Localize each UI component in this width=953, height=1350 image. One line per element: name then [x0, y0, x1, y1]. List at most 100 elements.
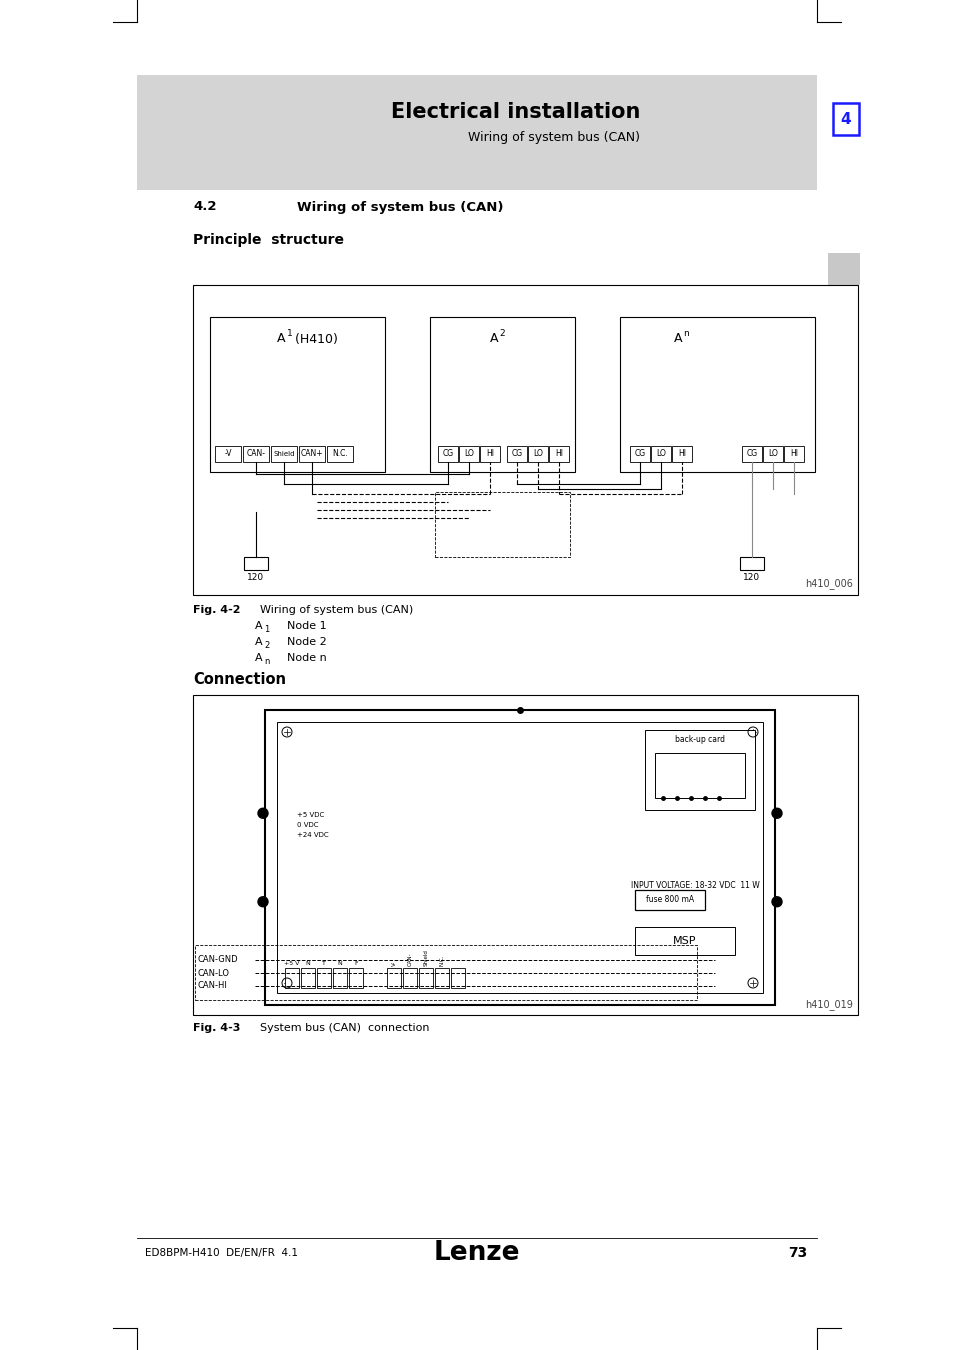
Text: Connection: Connection [193, 672, 286, 687]
Text: Shield: Shield [423, 949, 428, 967]
Text: Wiring of system bus (CAN): Wiring of system bus (CAN) [260, 605, 413, 616]
Text: 73: 73 [787, 1246, 806, 1260]
Text: MSP: MSP [673, 936, 696, 946]
Text: Wiring of system bus (CAN): Wiring of system bus (CAN) [468, 131, 639, 143]
Bar [194, 945, 697, 1000]
Circle shape [257, 896, 268, 907]
Text: Electrical installation: Electrical installation [390, 103, 639, 122]
Text: Lenze: Lenze [434, 1241, 519, 1266]
Text: 2: 2 [264, 641, 269, 651]
Bar [193, 285, 857, 595]
Bar [655, 753, 744, 798]
Text: CG: CG [634, 450, 645, 459]
Text: 120: 120 [742, 574, 760, 582]
Text: V-: V- [391, 961, 396, 967]
Text: CAN+: CAN+ [300, 450, 323, 459]
Text: Fig. 4-3: Fig. 4-3 [193, 1023, 240, 1033]
Bar [762, 446, 782, 462]
Text: Node n: Node n [287, 653, 327, 663]
Bar [193, 695, 857, 1015]
Text: fuse 800 mA: fuse 800 mA [645, 895, 694, 905]
Text: +5 VDC
0 VDC
+24 VDC: +5 VDC 0 VDC +24 VDC [296, 811, 328, 838]
Text: 120: 120 [247, 574, 264, 582]
Circle shape [257, 809, 268, 818]
Bar [243, 446, 269, 462]
Text: N.C.: N.C. [332, 450, 348, 459]
Bar [333, 968, 347, 988]
Text: LO: LO [463, 450, 474, 459]
Text: Shield: Shield [273, 451, 294, 458]
Text: A: A [254, 621, 262, 630]
Text: CAN-LO: CAN-LO [198, 968, 230, 977]
Text: A: A [490, 332, 498, 346]
Bar [435, 968, 449, 988]
Bar [635, 927, 734, 954]
Text: Wiring of system bus (CAN): Wiring of system bus (CAN) [296, 201, 503, 213]
Bar [741, 446, 761, 462]
Text: HI: HI [789, 450, 797, 459]
Text: Fig. 4-2: Fig. 4-2 [193, 605, 240, 616]
Text: n: n [264, 657, 269, 667]
Bar [271, 446, 296, 462]
Text: CG: CG [442, 450, 453, 459]
Bar [285, 968, 298, 988]
Bar [451, 968, 464, 988]
Bar [650, 446, 670, 462]
Text: CG: CG [745, 450, 757, 459]
Bar [548, 446, 568, 462]
Text: -V: -V [224, 450, 232, 459]
Text: HI: HI [485, 450, 494, 459]
Text: A: A [276, 332, 285, 346]
Text: back-up card: back-up card [675, 736, 724, 744]
Bar [265, 710, 774, 1004]
Text: Principle  structure: Principle structure [193, 234, 344, 247]
Bar [629, 446, 649, 462]
Bar [635, 890, 704, 910]
Text: F: F [354, 961, 357, 967]
Text: System bus (CAN)  connection: System bus (CAN) connection [260, 1023, 429, 1033]
Circle shape [771, 809, 781, 818]
Bar [671, 446, 691, 462]
Text: CAN-: CAN- [246, 450, 265, 459]
Bar [619, 317, 814, 472]
Text: T: T [322, 961, 326, 967]
Circle shape [771, 896, 781, 907]
Bar [832, 103, 858, 135]
Text: CG: CG [511, 450, 522, 459]
Text: 4.2: 4.2 [193, 201, 216, 213]
Text: +5 V: +5 V [284, 961, 299, 967]
Bar [298, 446, 325, 462]
Text: A: A [254, 637, 262, 647]
Bar [783, 446, 803, 462]
Text: LO: LO [533, 450, 542, 459]
Bar [316, 968, 331, 988]
Text: CAN-HI: CAN-HI [198, 981, 228, 991]
Bar [827, 252, 859, 285]
Bar [527, 446, 547, 462]
Text: N: N [337, 961, 342, 967]
Text: CAN-GND: CAN-GND [198, 956, 238, 964]
Bar [435, 491, 569, 558]
Text: 2: 2 [499, 328, 504, 338]
Bar [214, 446, 241, 462]
Text: ED8BPM-H410  DE/EN/FR  4.1: ED8BPM-H410 DE/EN/FR 4.1 [145, 1247, 297, 1258]
Bar [210, 317, 385, 472]
Text: n: n [682, 328, 688, 338]
Bar [506, 446, 526, 462]
Bar [402, 968, 416, 988]
Text: Node 1: Node 1 [287, 621, 326, 630]
Bar [327, 446, 353, 462]
Bar [644, 730, 754, 810]
Bar [430, 317, 575, 472]
Text: CAN-: CAN- [407, 952, 412, 967]
Bar [244, 558, 268, 570]
Text: HI: HI [678, 450, 685, 459]
Text: N: N [305, 961, 310, 967]
Bar [437, 446, 457, 462]
Text: 1: 1 [286, 328, 292, 338]
Text: (H410): (H410) [292, 332, 338, 346]
Text: HI: HI [555, 450, 562, 459]
Text: N.C.: N.C. [439, 954, 444, 967]
Text: LO: LO [656, 450, 665, 459]
Text: LO: LO [767, 450, 777, 459]
